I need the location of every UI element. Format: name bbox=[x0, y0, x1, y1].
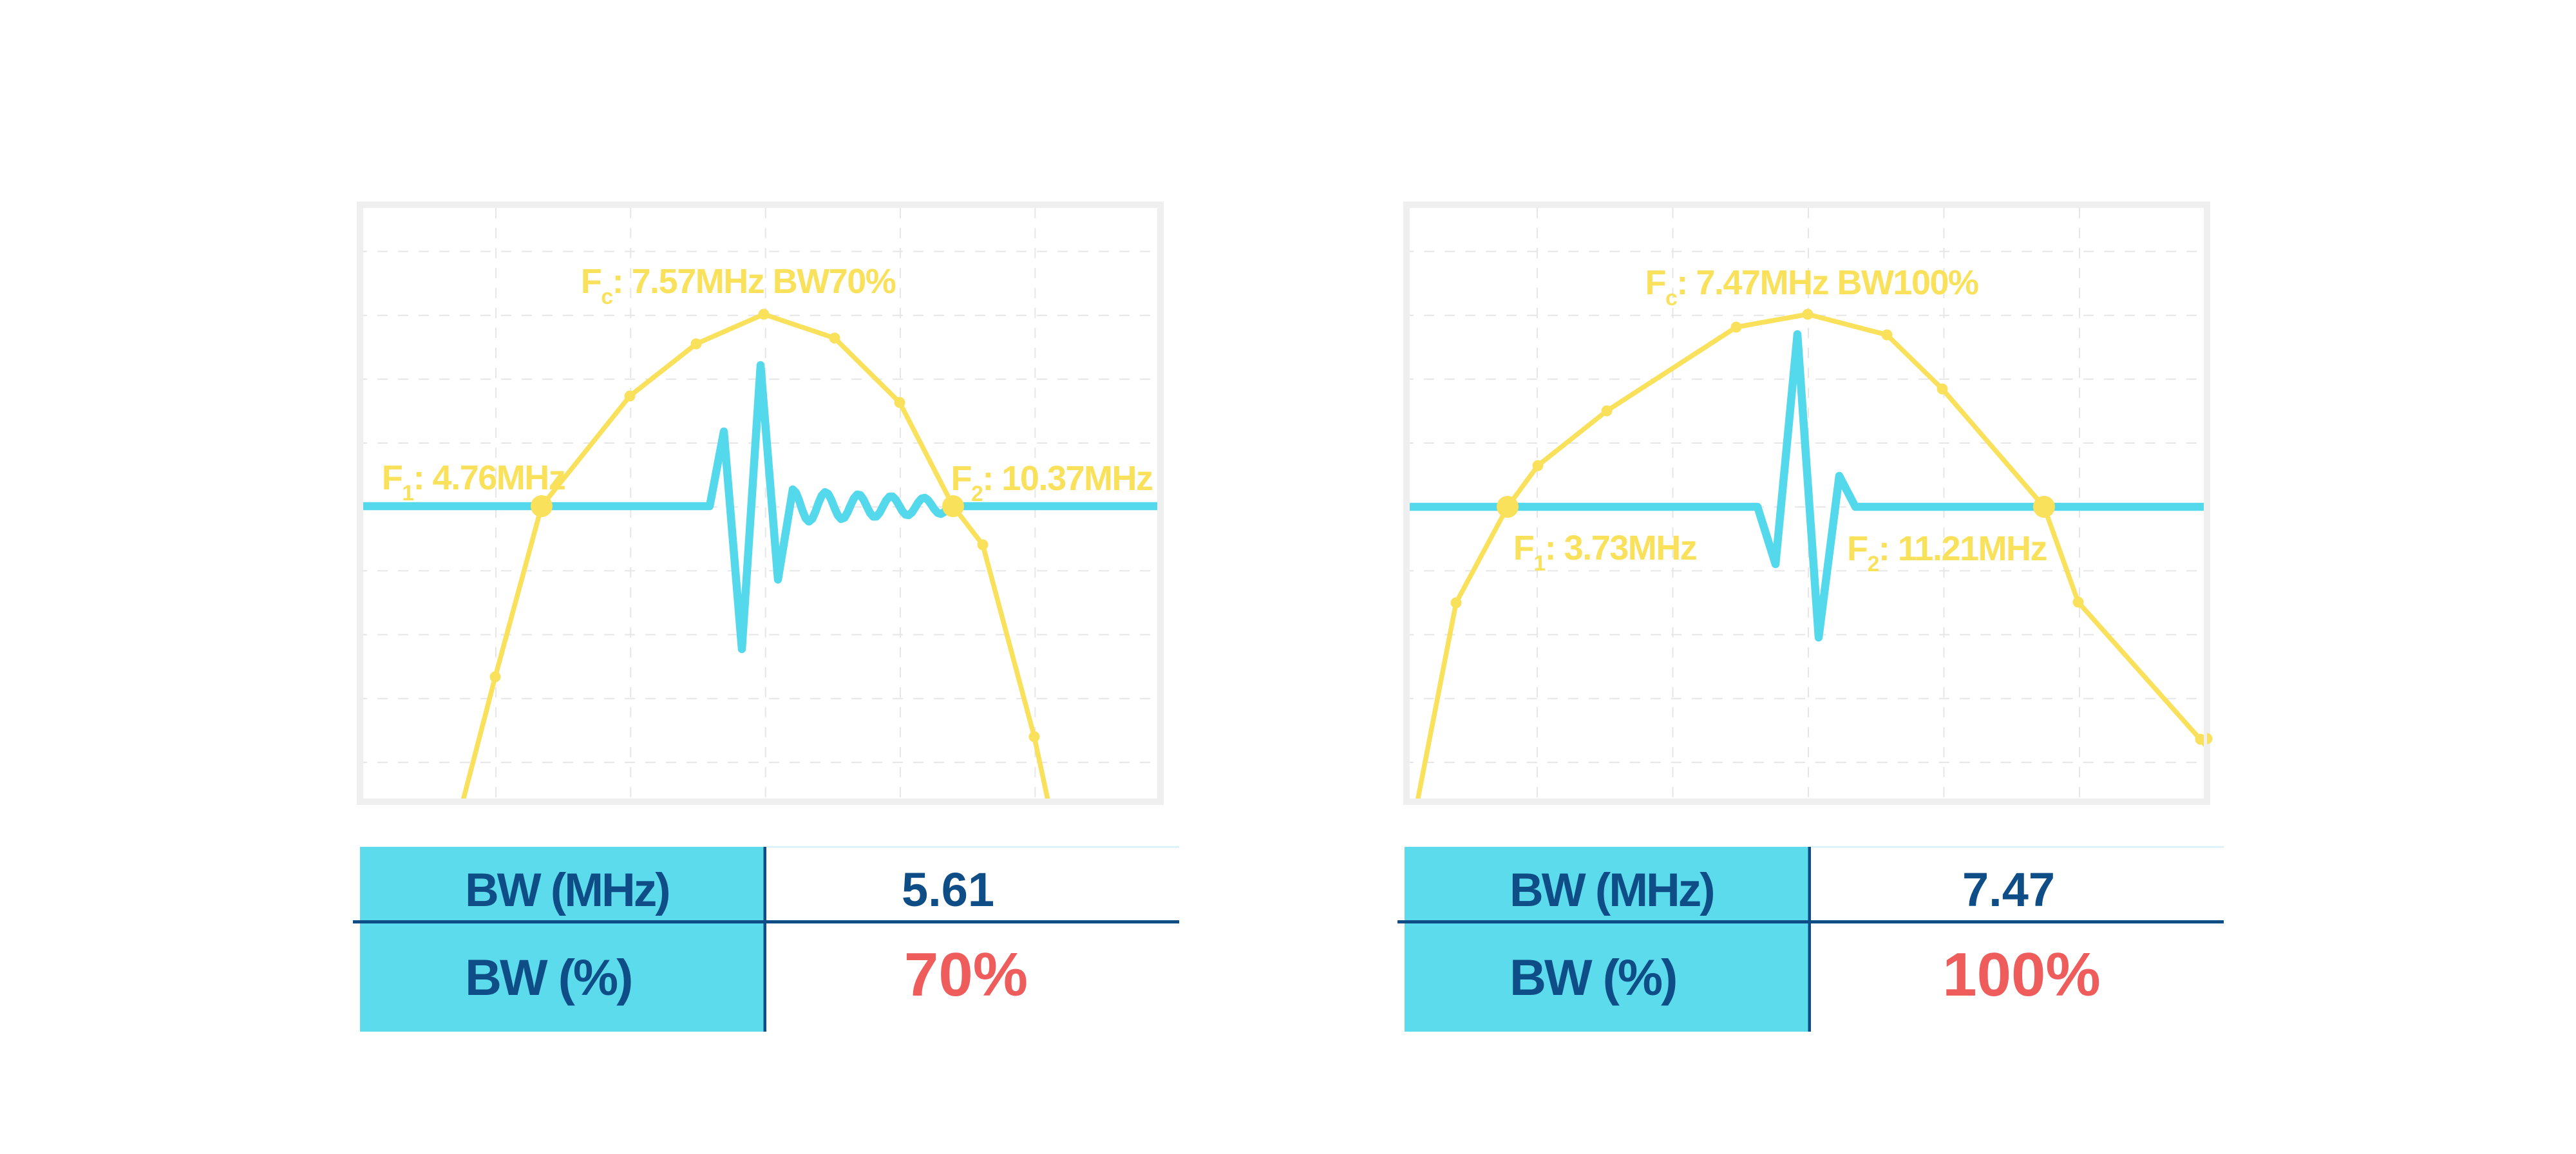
svg-text:BW (%): BW (%) bbox=[465, 949, 631, 1006]
svg-text:100%: 100% bbox=[1942, 940, 2101, 1009]
svg-text:BW (MHz): BW (MHz) bbox=[1510, 864, 1714, 916]
svg-text:F1: 3.73MHz: F1: 3.73MHz bbox=[1513, 529, 1697, 576]
svg-text:F2: 11.21MHz: F2: 11.21MHz bbox=[1847, 529, 2047, 576]
svg-text:Fc: 7.57MHz BW70%: Fc: 7.57MHz BW70% bbox=[581, 262, 896, 309]
svg-text:BW (%): BW (%) bbox=[1510, 949, 1676, 1006]
svg-text:70%: 70% bbox=[904, 940, 1028, 1009]
svg-text:F1: 4.76MHz: F1: 4.76MHz bbox=[382, 459, 565, 506]
svg-text:7.47: 7.47 bbox=[1962, 863, 2055, 916]
svg-text:5.61: 5.61 bbox=[902, 863, 994, 916]
svg-text:Fc: 7.47MHz BW100%: Fc: 7.47MHz BW100% bbox=[1645, 263, 1978, 310]
svg-text:BW (MHz): BW (MHz) bbox=[465, 864, 669, 916]
svg-text:F2: 10.37MHz: F2: 10.37MHz bbox=[951, 459, 1153, 506]
